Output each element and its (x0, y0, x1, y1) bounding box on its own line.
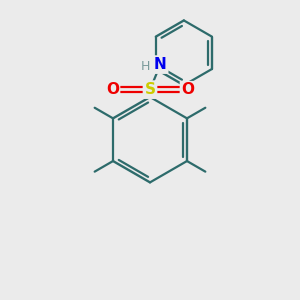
Text: O: O (106, 82, 119, 97)
Text: S: S (145, 82, 155, 97)
Text: N: N (154, 57, 167, 72)
Text: H: H (140, 60, 150, 73)
Text: O: O (181, 82, 194, 97)
